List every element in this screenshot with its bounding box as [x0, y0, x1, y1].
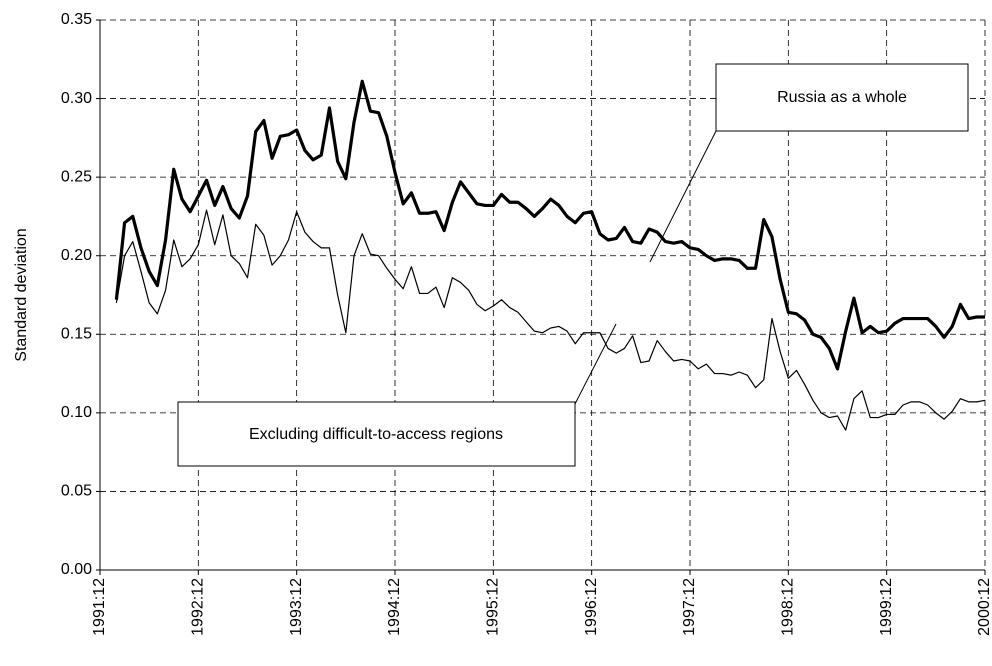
y-tick-label: 0.20	[61, 247, 92, 264]
leader-line	[649, 130, 717, 263]
x-tick-label: 1997:12	[681, 578, 698, 636]
x-tick-label: 1992:12	[190, 578, 207, 636]
y-tick-label: 0.35	[61, 11, 92, 28]
series-line	[115, 209, 986, 431]
annotations: Russia as a whole Excluding difficult-to…	[177, 63, 969, 467]
x-tick-label: 2000:12	[976, 578, 992, 636]
x-tick-label: 1991:12	[91, 578, 108, 636]
x-tick-label: 1996:12	[583, 578, 600, 636]
y-tick-label: 0.15	[61, 326, 92, 343]
x-tick-label: 1998:12	[780, 578, 797, 636]
y-tick-label: 0.25	[61, 168, 92, 185]
y-axis-label: Standard deviation	[13, 228, 30, 361]
x-tick-label: 1999:12	[878, 578, 895, 636]
x-tick-label: 1995:12	[485, 578, 502, 636]
y-tick-label: 0.10	[61, 404, 92, 421]
y-tick-label: 0.05	[61, 483, 92, 500]
leader-line	[574, 323, 617, 405]
annotation-text: Russia as a whole	[777, 89, 907, 106]
annotation-box	[177, 401, 576, 467]
annotation-box	[715, 63, 969, 132]
y-tick-label: 0.00	[61, 561, 92, 578]
y-tick-label: 0.30	[61, 90, 92, 107]
lines	[114, 79, 986, 431]
x-tick-label: 1994:12	[386, 578, 403, 636]
x-tick-label: 1993:12	[288, 578, 305, 636]
annotation-text: Excluding difficult-to-access regions	[249, 426, 503, 443]
series-line	[114, 79, 985, 371]
